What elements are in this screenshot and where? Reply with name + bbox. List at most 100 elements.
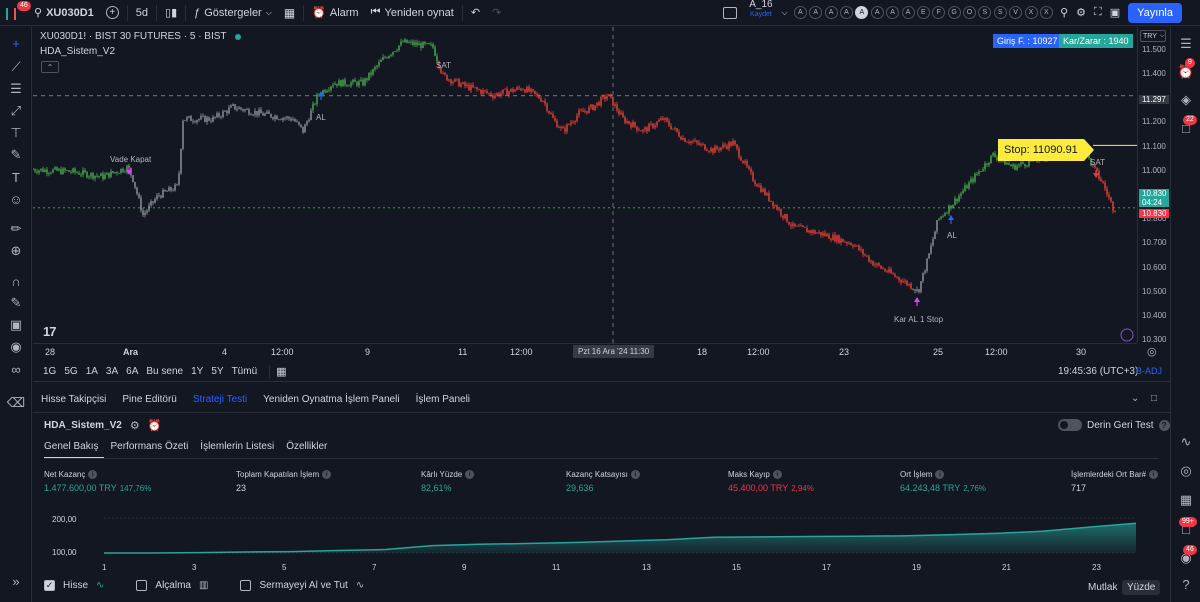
info-icon[interactable]: i (772, 470, 782, 479)
hotlist-button[interactable]: ∿ (1177, 433, 1195, 451)
undo-button[interactable]: ↶ (465, 0, 486, 26)
indicator-legend[interactable]: HDA_Sistem_V2 (40, 46, 116, 57)
workspace-name[interactable]: A_16 Kaydet (743, 0, 778, 26)
app-logo[interactable]: 46 (0, 0, 31, 26)
zoom-tool[interactable]: ⊕ (6, 241, 26, 261)
compare-button[interactable]: + (100, 0, 125, 26)
letter-button[interactable]: X (1039, 6, 1053, 19)
panel-collapse-button[interactable]: ⌄ (1131, 393, 1139, 404)
indicators-button[interactable]: ƒ Göstergeler ⌵ (188, 0, 278, 26)
sync-drawings-tool[interactable]: ∞ (6, 359, 26, 379)
help-icon[interactable]: ? (1158, 419, 1170, 431)
settings-button[interactable]: ⚙ (1072, 0, 1090, 26)
letter-button[interactable]: A (886, 6, 900, 19)
price-axis[interactable]: 11.50011.40011.20011.10011.00010.90010.8… (1137, 27, 1170, 344)
letter-button[interactable]: A (855, 6, 869, 19)
calendar-button[interactable]: ▦ (1177, 491, 1195, 509)
fib-tool[interactable]: ☰ (6, 79, 26, 99)
letter-button[interactable]: S (978, 6, 992, 19)
crosshair-tool[interactable]: + (6, 33, 26, 53)
strategy-subtab[interactable]: Performans Özeti (110, 441, 189, 452)
letter-button[interactable]: A (793, 6, 807, 19)
letter-button[interactable]: A (840, 6, 854, 19)
notifications-button[interactable]: ◉ (1177, 549, 1195, 567)
letter-button[interactable]: A (870, 6, 884, 19)
period-button[interactable]: 3A (105, 366, 119, 377)
chart-type-button[interactable]: ▯▮ (159, 0, 183, 26)
help-button[interactable]: ? (1177, 575, 1195, 593)
pattern-tool[interactable]: ⤢ (6, 101, 26, 121)
data-window-button[interactable]: ◈ (1177, 91, 1195, 109)
panel-maximize-button[interactable]: □ (1151, 393, 1157, 404)
ideas-button[interactable]: □ (1177, 119, 1195, 137)
period-button[interactable]: 5G (64, 366, 78, 377)
trendline-tool[interactable]: ⟋ (6, 57, 26, 77)
letter-button[interactable]: A (901, 6, 915, 19)
period-button[interactable]: 1Y (191, 366, 204, 377)
remove-drawings-tool[interactable]: ⌫ (6, 393, 26, 413)
tradingview-logo[interactable]: 17 (43, 324, 57, 339)
panel-tab[interactable]: Hisse Takipçisi (41, 393, 107, 405)
strategy-name[interactable]: HDA_Sistem_V2 (44, 420, 122, 431)
legend-collapse-button[interactable]: ⌃ (41, 61, 59, 73)
forecast-tool[interactable]: ⊤ (6, 123, 26, 143)
brush-tool[interactable]: ✎ (6, 145, 26, 165)
deep-backtest-toggle[interactable] (1058, 419, 1082, 431)
redo-button[interactable]: ↷ (486, 0, 507, 26)
watchlist-button[interactable]: ☰ (1177, 35, 1195, 53)
strategy-subtab[interactable]: Özellikler (286, 441, 328, 452)
letter-button[interactable]: F (932, 6, 946, 19)
letter-button[interactable]: A (824, 6, 838, 19)
magnet-tool[interactable]: ∩ (6, 271, 26, 291)
period-button[interactable]: 1G (43, 366, 57, 377)
info-icon[interactable]: i (88, 470, 98, 479)
hold-checkbox[interactable]: ✓ (44, 580, 55, 591)
axis-settings-button[interactable]: ◎ (1147, 345, 1157, 358)
replay-button[interactable]: ⏮ Yeniden oynat (365, 0, 460, 26)
interval-button[interactable]: 5d (135, 6, 149, 19)
equity-chart[interactable] (44, 498, 1164, 573)
measure-tool[interactable]: ✏ (6, 219, 26, 239)
period-button[interactable]: Tümü (231, 366, 258, 377)
info-icon[interactable]: i (465, 470, 475, 479)
snapshot-button[interactable]: ▣ (1106, 0, 1124, 26)
alert-button[interactable]: ⏰ Alarm (306, 0, 364, 26)
collapse-toolbar-button[interactable]: » (6, 571, 26, 591)
hide-drawings-tool[interactable]: ◉ (6, 337, 26, 357)
info-icon[interactable]: i (1149, 470, 1159, 479)
drawdown-checkbox[interactable] (136, 580, 148, 591)
goto-date-button[interactable]: ▦ (276, 365, 286, 378)
text-tool[interactable]: T (6, 167, 26, 187)
chat-button[interactable]: □ (1177, 520, 1195, 538)
object-tree-button[interactable]: ⚲ (1056, 0, 1072, 26)
workspace-chevron[interactable]: ⌵ (779, 0, 791, 26)
period-button[interactable]: Bu sene (146, 366, 184, 377)
lock-drawings-tool[interactable]: ▣ (6, 315, 26, 335)
info-icon[interactable]: i (322, 470, 332, 479)
period-button[interactable]: 1A (85, 366, 98, 377)
panel-tab[interactable]: Pine Editörü (122, 393, 177, 405)
mode-percent[interactable]: Yüzde (1122, 580, 1161, 595)
publish-button[interactable]: Yayınla (1128, 2, 1182, 23)
strategy-subtab[interactable]: İşlemlerin Listesi (200, 441, 275, 452)
price-chart[interactable] (33, 27, 1137, 343)
scroll-to-realtime-button[interactable] (1120, 328, 1134, 342)
chart-legend[interactable]: XU030D1! · BIST 30 FUTURES · 5 · BIST (40, 31, 241, 42)
info-icon[interactable]: i (935, 470, 945, 479)
letter-button[interactable]: E (916, 6, 930, 19)
buy-hold-checkbox[interactable] (240, 580, 252, 591)
time-axis[interactable]: 28 Ara 4 12:00 9 11 12:00 18 12:00 23 25 12:00 30 Pz… (33, 343, 1137, 359)
target-button[interactable]: ◎ (1177, 462, 1195, 480)
strategy-settings-icon[interactable]: ⚙ (129, 420, 140, 432)
period-button[interactable]: 5Y (211, 366, 224, 377)
stay-drawing-tool[interactable]: ✎ (6, 293, 26, 313)
strategy-subtab[interactable]: Genel Bakış (44, 441, 105, 459)
letter-button[interactable]: V (1009, 6, 1023, 19)
panel-tab[interactable]: İşlem Paneli (415, 393, 471, 405)
layouts-button[interactable]: ▦ (278, 0, 301, 26)
fullscreen-button[interactable]: ⛶ (1090, 0, 1106, 26)
currency-selector[interactable]: TRY ⌵ (1140, 30, 1166, 42)
strategy-alert-icon[interactable]: ⏰ (147, 420, 162, 432)
letter-button[interactable]: S (993, 6, 1007, 19)
symbol-search[interactable]: ⚲ XU030D1 (28, 0, 100, 26)
